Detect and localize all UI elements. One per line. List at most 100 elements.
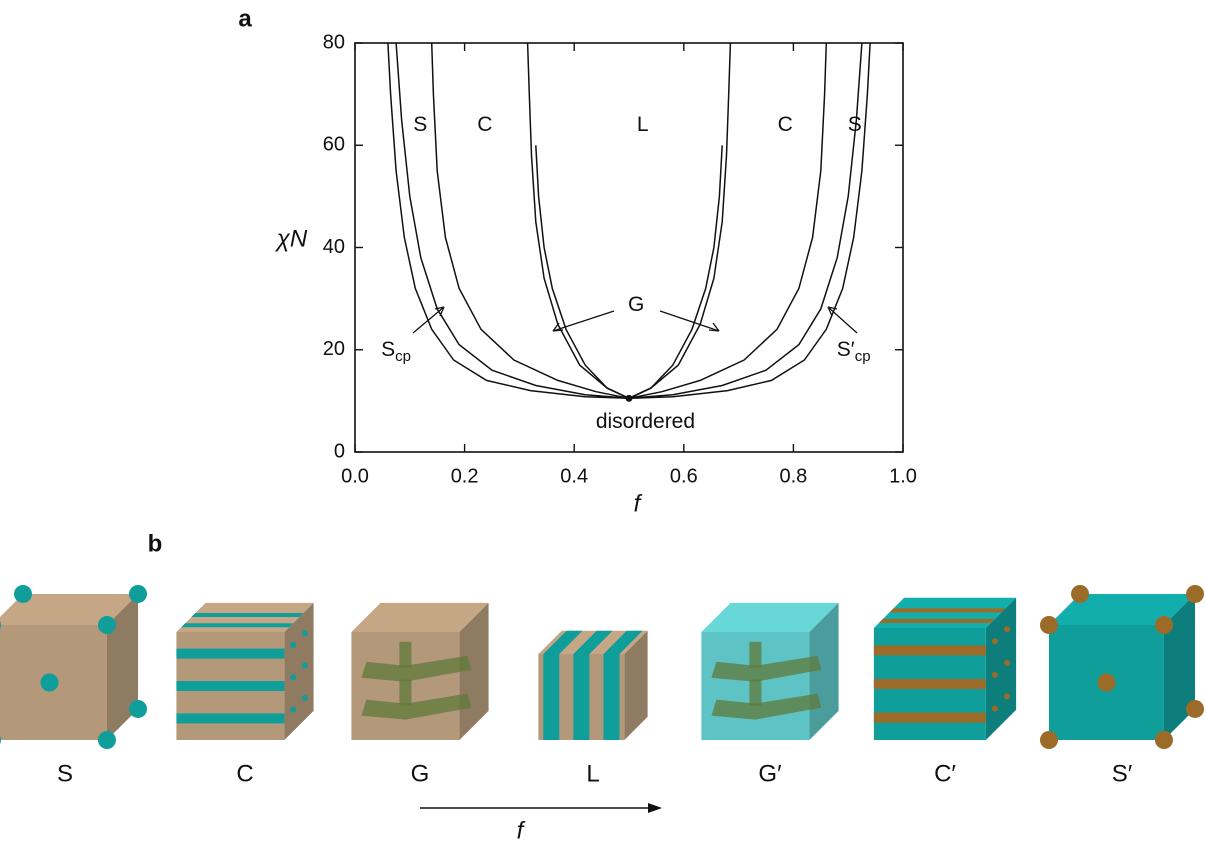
sphere	[1097, 674, 1115, 692]
phase-boundary	[629, 43, 870, 398]
annotation: L	[637, 112, 649, 135]
sphere	[14, 585, 32, 603]
cylinder	[890, 608, 1006, 612]
phase-boundary	[432, 43, 629, 398]
structure-cube	[176, 603, 313, 740]
sphere	[40, 674, 58, 692]
cylinder	[879, 619, 995, 623]
cylinder-end	[1004, 626, 1010, 632]
cylinder	[176, 649, 284, 659]
page: {"panel_a": {"letter": "a", "chart_data"…	[0, 0, 1206, 841]
network-arm	[399, 680, 411, 706]
cylinder	[191, 613, 303, 617]
cylinder	[176, 681, 284, 691]
cylinder	[874, 679, 986, 689]
plot-frame	[355, 43, 903, 452]
y-tick-label: 20	[323, 338, 345, 360]
sphere	[98, 616, 116, 634]
cylinder-end	[992, 706, 998, 712]
annotation: S′cp	[837, 337, 871, 364]
structure-label: G′	[758, 760, 782, 787]
structure-cube	[701, 603, 838, 740]
arrow-label: f	[517, 817, 526, 841]
annotation-text: S	[413, 112, 427, 135]
y-tick-label: 80	[323, 31, 345, 53]
x-axis-label: f	[634, 490, 643, 517]
cylinder-end	[290, 642, 296, 648]
cylinder	[176, 713, 284, 723]
sphere	[129, 700, 147, 718]
cylinder-end	[302, 630, 308, 636]
cylinder-end	[992, 638, 998, 644]
x-tick-label: 0.6	[670, 465, 698, 487]
panel-letter: a	[238, 5, 252, 32]
y-axis-label: χN	[275, 225, 308, 252]
cylinder-end	[302, 663, 308, 669]
x-tick-label: 1.0	[889, 465, 917, 487]
network-arm	[399, 642, 411, 668]
cylinder-end	[290, 674, 296, 680]
cylinder-end	[302, 695, 308, 701]
structure-cube	[1040, 585, 1204, 749]
annotation: S	[848, 112, 862, 135]
annotation: G	[628, 292, 644, 315]
structure-label: C	[236, 760, 253, 787]
y-tick-label: 60	[323, 134, 345, 156]
phase-boundary	[536, 145, 629, 398]
annotation-text: C	[778, 112, 793, 135]
sphere	[1040, 731, 1058, 749]
phase-boundary	[388, 43, 629, 398]
sphere	[1040, 616, 1058, 634]
annotation-text: S′	[837, 337, 855, 360]
sphere	[1186, 700, 1204, 718]
lamella	[573, 654, 589, 740]
phase-boundary	[629, 145, 722, 398]
sphere	[1155, 731, 1173, 749]
cylinder-end	[992, 672, 998, 678]
x-tick-label: 0.0	[341, 465, 369, 487]
structure-label: S	[57, 760, 73, 787]
annotation-subscript: cp	[855, 348, 871, 365]
sphere	[1071, 585, 1089, 603]
annotation-text: L	[637, 112, 649, 135]
cylinder	[874, 713, 986, 723]
annotation: C	[477, 112, 492, 135]
critical-point	[626, 395, 633, 402]
annotation: S	[413, 112, 427, 135]
structure-label: G	[411, 760, 430, 787]
structure-cube	[874, 598, 1016, 740]
y-tick-label: 0	[334, 440, 345, 462]
x-tick-label: 0.2	[451, 465, 479, 487]
arrow-head	[648, 803, 662, 813]
annotation-subscript: cp	[395, 348, 411, 365]
network-arm	[749, 680, 761, 706]
sphere	[1186, 585, 1204, 603]
f-arrow	[420, 803, 662, 813]
cylinder-end	[290, 707, 296, 713]
structure-cube	[0, 585, 147, 749]
phase-boundary	[528, 43, 629, 398]
cylinder-end	[1004, 693, 1010, 699]
sphere	[129, 585, 147, 603]
arrow	[553, 311, 614, 331]
annotation-text: disordered	[596, 409, 695, 432]
annotation: disordered	[596, 409, 695, 432]
annotation: Scp	[381, 337, 411, 364]
sphere	[1155, 616, 1173, 634]
network-arm	[749, 642, 761, 668]
phase-boundary	[396, 43, 629, 398]
sphere	[98, 731, 116, 749]
annotation-text: G	[628, 292, 644, 315]
y-tick-label: 40	[323, 236, 345, 258]
lamella	[603, 654, 619, 740]
structure-cube	[351, 603, 488, 740]
structure-label: S′	[1112, 760, 1133, 787]
annotation-text: S	[381, 337, 395, 360]
annotation: C	[778, 112, 793, 135]
phase-boundary	[629, 43, 730, 398]
cylinder	[874, 645, 986, 655]
cylinder-end	[1004, 660, 1010, 666]
structure-label: C′	[934, 760, 956, 787]
phase-boundary	[629, 43, 862, 398]
x-tick-label: 0.4	[560, 465, 588, 487]
